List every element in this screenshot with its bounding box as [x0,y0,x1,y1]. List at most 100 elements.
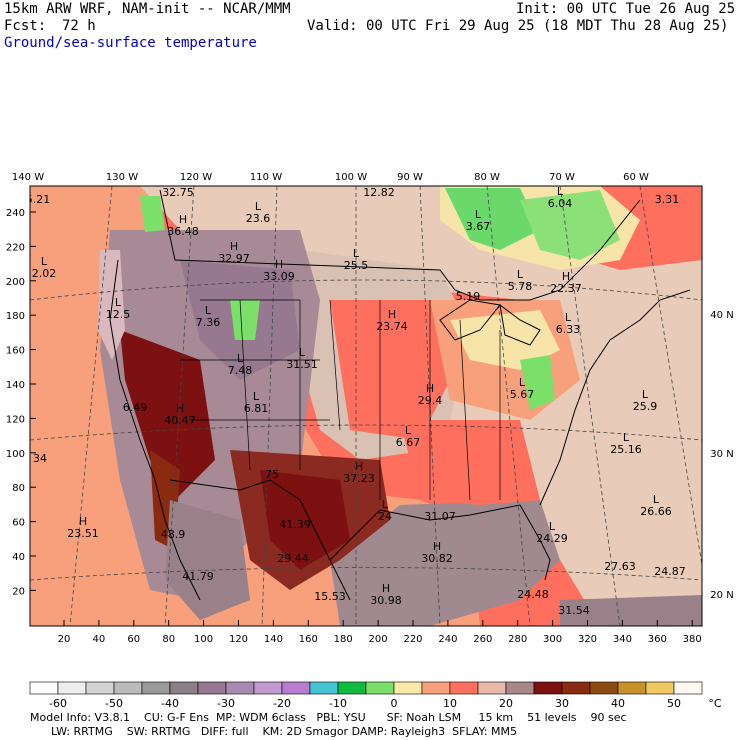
extremum-value-label: 30.98 [370,594,402,607]
longitude-label: 120 W [180,172,212,183]
y-axis-grid-ticks: 240 220 200 180 160 140 120 100 80 60 40 20 [6,208,36,597]
colorbar-swatch [617,681,647,695]
state-borders [180,299,501,501]
x-tick-label: 380 [683,634,702,645]
longitude-label: 60 W [623,172,649,183]
valid-time: Valid: 00 UTC Fri 29 Aug 25 (18 MDT Thu … [307,18,729,34]
extremum-value-label: 23.51 [67,527,99,540]
colorbar-tick-label: 40 [611,697,625,710]
extremum-type-label: L [565,311,572,324]
x-tick-label: 140 [264,634,283,645]
extremum-value-label: 22.37 [550,282,582,295]
great-basin-hot-field [120,330,215,500]
latitude-line-40 [30,279,702,301]
longitude-label: 90 W [397,172,423,183]
latitude-line-30 [30,424,702,441]
extremum-type-label: H [230,240,238,253]
colorbar-swatch [673,681,703,695]
extremum-type-label: H [562,270,570,283]
extremum-type-label: L [475,208,482,221]
atlantic-coastline [539,289,691,506]
colorbar-swatch [477,681,507,695]
canadian-rockies-cool-field [140,196,165,232]
us-canada-border [159,189,641,301]
extremum-value-label: 6.81 [244,402,269,415]
extremum-value-label: 6.04 [548,197,573,210]
x-tick-label: 240 [438,634,457,645]
extremum-type-label: L [642,388,649,401]
extremum-type-label: H [355,460,363,473]
colorbar-swatch [645,681,675,695]
longitude-line-60 [639,186,702,568]
caribbean-field [560,595,702,626]
extremum-type-label: L [253,390,260,403]
extremum-type-label: L [115,296,122,309]
ontario-cool-field [445,188,540,250]
y-tick-label: 160 [6,346,25,357]
longitude-label: 70 W [549,172,575,183]
colorbar-swatch [309,681,339,695]
extremum-value-label: 41.39 [279,518,311,531]
extremum-type-label: H [388,308,396,321]
colorbar-swatch [57,681,87,695]
extremum-value-label: 25.5 [344,259,369,272]
extremum-type-label: L [299,346,306,359]
x-tick-label: 180 [334,634,353,645]
longitude-label: 140 W [12,172,44,183]
extremum-value-label: 31.54 [558,604,590,617]
gulf-coastline [329,504,551,581]
x-tick-label: 220 [403,634,422,645]
extremum-value-label: 12.82 [363,186,395,199]
forecast-hour: 72 h [62,18,96,34]
extremum-value-label: 2.02 [32,267,57,280]
yellowstone-cool-field [230,300,260,340]
extremum-value-label: 23.6 [246,212,271,225]
x-axis-grid-ticks: 20 40 60 80 100 120 140 160 180 200 220 240 260 280 30… [58,620,702,645]
extremum-type-label: L [205,304,212,317]
extremum-type-label: L [237,352,244,365]
longitude-line-80 [486,186,531,626]
field-title: Ground/sea-surface temperature [4,35,257,51]
extremum-value-label: 7.48 [228,364,253,377]
x-tick-label: 260 [473,634,492,645]
appalachian-field [450,310,560,370]
gulf-of-mexico-field [330,500,560,626]
longitude-line-120 [164,186,195,626]
x-tick-label: 320 [578,634,597,645]
extremum-value-label: 3.31 [655,193,680,206]
colorbar-swatch [421,681,451,695]
y-tick-label: 140 [6,380,25,391]
extremum-value-label: 48.9 [161,528,186,541]
colorbar-swatch [113,681,143,695]
y-tick-label: 180 [6,311,25,322]
longitude-label: 100 W [335,172,367,183]
extremum-type-label: H [426,382,434,395]
colorbar-swatch [281,681,311,695]
x-tick-label: 80 [162,634,175,645]
extremum-value-label: 12.5 [106,308,131,321]
extremum-type-label: H [433,540,441,553]
extremum-value-label: 31.51 [286,358,318,371]
extremum-value-label: 29.44 [277,552,309,565]
colorbar-swatch [561,681,591,695]
x-tick-label: 280 [508,634,527,645]
y-tick-label: 100 [6,449,25,460]
extremum-value-label: 15.53 [314,590,346,603]
colorbar-tick-label: -10 [329,697,347,710]
x-tick-label: 60 [127,634,140,645]
extremum-value-label: 31.07 [424,510,456,523]
extremum-type-label: H [176,402,184,415]
extremum-value-label: 32.75 [162,186,194,199]
extremum-value-label: 24 [378,510,392,523]
extremum-value-label: 24.87 [654,565,686,578]
y-tick-label: 60 [12,518,25,529]
extremum-value-label: 5.19 [456,290,481,303]
colorbar-swatch [393,681,423,695]
extremum-value-label: 25.16 [610,443,642,456]
colorbar-tick-label: -30 [217,697,235,710]
great-lakes-outline [439,299,501,341]
colorbar-swatch [337,681,367,695]
colorbar-swatch [141,681,171,695]
extremum-type-label: L [519,376,526,389]
